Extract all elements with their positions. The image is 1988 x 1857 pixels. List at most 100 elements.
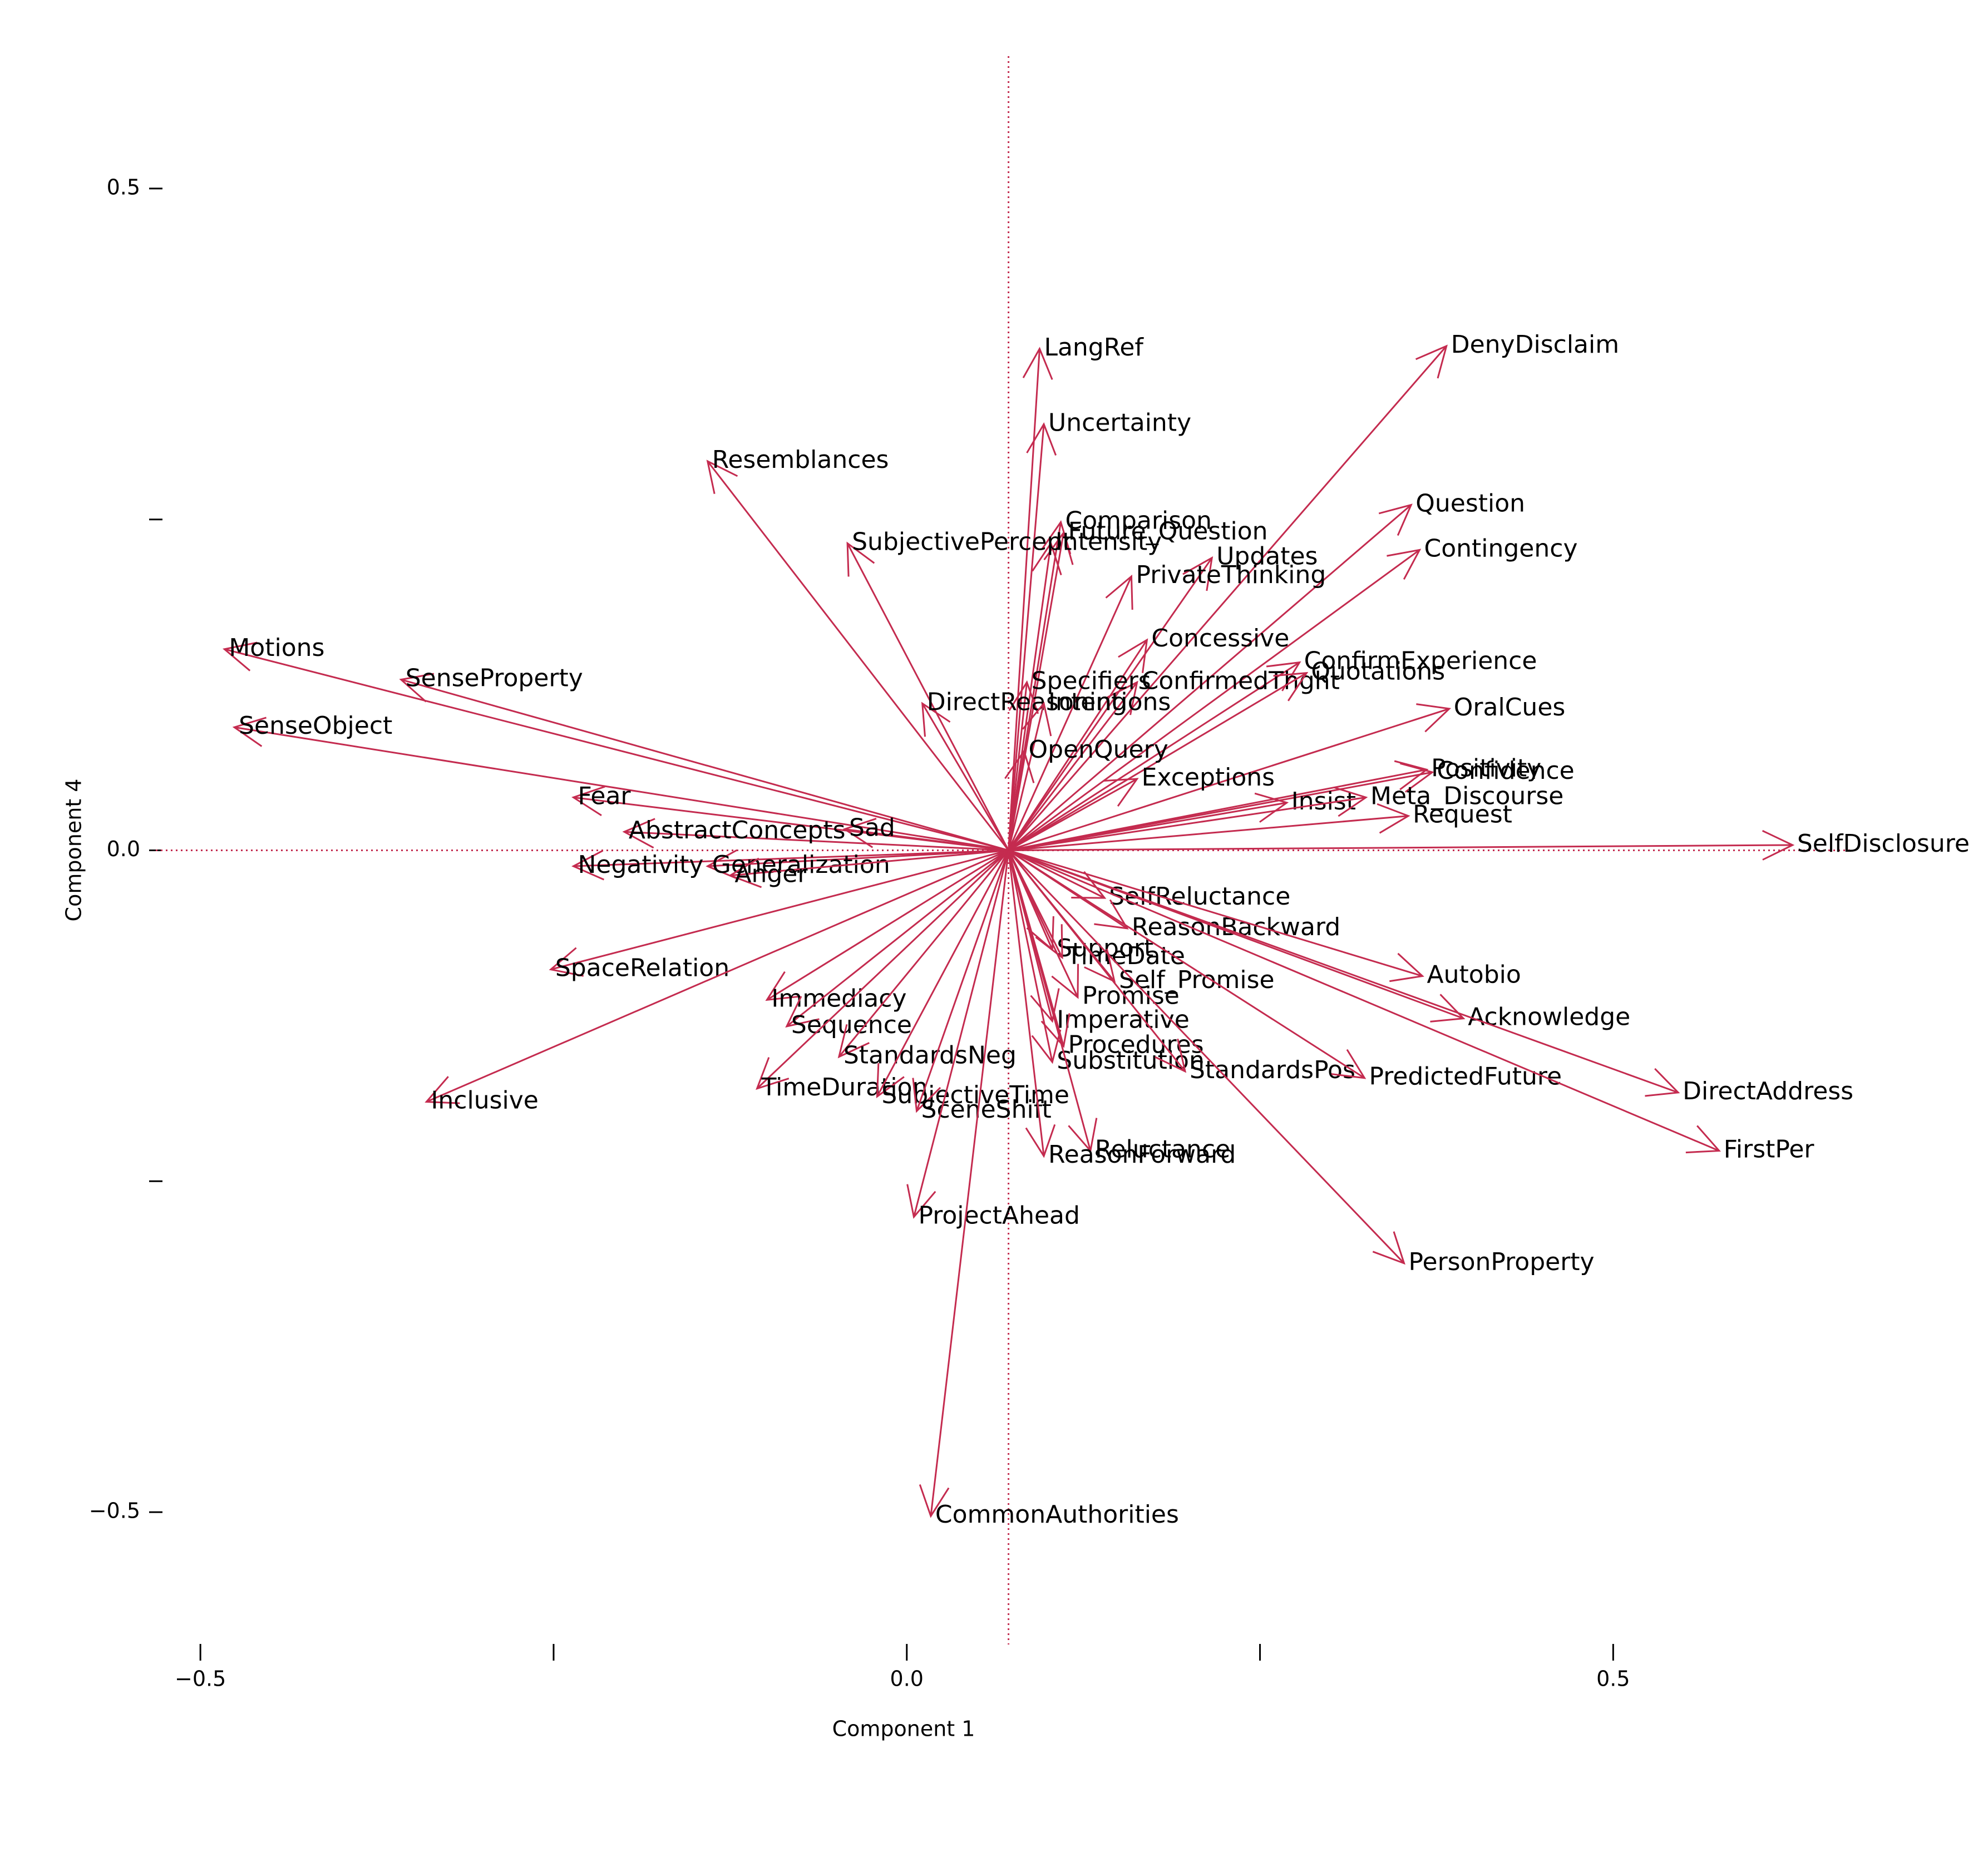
vector-label: Imperative: [1057, 1005, 1189, 1034]
vector-label: Exceptions: [1142, 763, 1275, 792]
y-axis-label: Component 4: [62, 779, 86, 922]
vector: [1008, 576, 1132, 851]
vector-label: PersonProperty: [1409, 1248, 1595, 1276]
vector-label: Positivity: [1431, 754, 1541, 782]
arrow-head: [1266, 661, 1301, 692]
vector: [1008, 850, 1105, 899]
vector-label: Negativity: [578, 851, 704, 879]
vector: [1008, 802, 1287, 851]
arrow-head: [706, 460, 738, 495]
arrow-head: [1685, 1125, 1721, 1154]
vector: [1008, 771, 1433, 851]
vector: [1008, 850, 1092, 1151]
arrow-head: [1026, 422, 1057, 456]
arrow-head: [785, 996, 820, 1028]
vector: [1008, 549, 1420, 851]
x-tick-label: −0.5: [175, 1667, 226, 1691]
vector-label: DirectAddress: [1683, 1077, 1853, 1105]
arrow-head: [1762, 829, 1795, 861]
vector-label: Concessive: [1151, 624, 1289, 653]
vector: [1008, 424, 1045, 851]
arrow-head: [1387, 549, 1422, 580]
arrow-head: [1025, 1124, 1056, 1158]
x-tick-label: 0.0: [890, 1667, 924, 1691]
vector: [234, 726, 1009, 851]
arrow-head: [1004, 749, 1035, 783]
arrow-head: [912, 1078, 941, 1113]
vector-label: PrivateThinking: [1136, 561, 1326, 589]
vector-label: SelfDisclosure: [1797, 829, 1970, 858]
vector-label: SenseProperty: [406, 664, 583, 693]
x-tick-label: 0.5: [1596, 1667, 1630, 1691]
vector: [844, 828, 1009, 851]
vector: [756, 850, 1009, 1089]
arrow-head: [706, 849, 739, 880]
arrow-head: [876, 1063, 905, 1099]
arrow-head: [765, 971, 801, 1001]
arrow-head: [549, 947, 584, 977]
arrow-head: [1331, 1049, 1367, 1079]
vector: [1008, 682, 1028, 851]
vector-label: Updates: [1216, 542, 1318, 571]
arrow-head: [223, 641, 258, 671]
vector: [876, 850, 1009, 1097]
vector-label: Support: [1057, 934, 1153, 962]
vector: [224, 648, 1009, 851]
vector-label: ConfirmedThght: [1142, 666, 1340, 695]
arrow-head: [919, 1484, 950, 1518]
vector: [730, 850, 1009, 877]
arrow-head: [1394, 760, 1429, 791]
vector: [766, 850, 1009, 1001]
vector-label: ReasonForward: [1048, 1140, 1236, 1169]
vector-label: Anger: [734, 860, 808, 888]
arrow-head: [1094, 899, 1129, 930]
vector: [786, 850, 1009, 1028]
vector-label: Inclusive: [431, 1086, 538, 1115]
vector-label: StandardsPos: [1190, 1056, 1355, 1084]
vector: [916, 850, 1009, 1112]
vector: [1008, 557, 1213, 851]
vector-label: Question: [1415, 490, 1525, 518]
vector: [1008, 639, 1148, 851]
vector-label: Contingency: [1424, 534, 1577, 562]
arrow-head: [1378, 503, 1413, 536]
vector-label: Meta_Discourse: [1370, 782, 1563, 810]
arrow-head: [399, 673, 435, 703]
vector: [1008, 543, 1052, 851]
vector-label: Quotations: [1311, 658, 1445, 686]
vector-label: LangRef: [1044, 333, 1144, 362]
vector-label: Promise: [1082, 982, 1180, 1010]
vector: [1008, 850, 1079, 998]
vector: [1008, 850, 1423, 977]
vector: [707, 850, 1009, 867]
arrow-head: [1372, 1231, 1405, 1265]
vector: [1008, 796, 1367, 851]
arrow-head: [1008, 680, 1039, 714]
vector: [846, 542, 1009, 851]
arrow-head: [728, 857, 762, 888]
arrow-head: [1040, 1013, 1071, 1048]
x-axis-label: Component 1: [832, 1717, 975, 1741]
arrow-head: [1334, 787, 1368, 817]
vector: [930, 850, 1010, 1517]
vector-label: Autobio: [1427, 961, 1521, 989]
arrow-head: [756, 1057, 790, 1090]
y-tick-label: −0.5: [89, 1499, 140, 1523]
vector: [1008, 681, 1138, 851]
vector-label: PredictedFuture: [1369, 1063, 1562, 1091]
arrow-head: [1430, 994, 1466, 1023]
vector: [401, 679, 1009, 851]
arrow-head: [1107, 680, 1138, 715]
vector: [1008, 850, 1186, 1072]
arrow-head: [921, 702, 951, 737]
arrow-head: [1051, 964, 1079, 999]
vector: [1008, 778, 1138, 851]
vector: [1008, 850, 1720, 1152]
vector-label: ProjectAhead: [918, 1202, 1080, 1230]
arrow-head: [1030, 988, 1060, 1023]
vector-label: TimeDuration: [761, 1073, 928, 1102]
arrow-head: [1254, 792, 1289, 823]
arrow-head: [1022, 347, 1053, 380]
vector: [1008, 850, 1053, 1063]
vector-label: SubjectivePercept: [852, 528, 1072, 556]
